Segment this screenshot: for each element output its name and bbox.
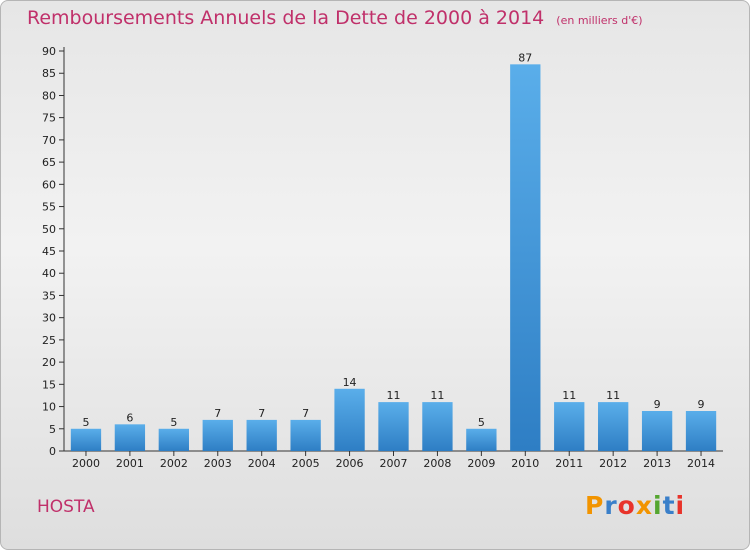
bar	[158, 428, 189, 451]
y-tick-label: 65	[42, 156, 56, 169]
y-tick-label: 70	[42, 134, 56, 147]
y-tick-label: 60	[42, 178, 56, 191]
bar	[334, 388, 365, 451]
y-tick-label: 45	[42, 245, 56, 258]
x-tick-label: 2005	[292, 457, 320, 470]
x-tick-label: 2008	[423, 457, 451, 470]
bar-value-label: 7	[214, 407, 221, 420]
logo-letter: t	[662, 491, 676, 520]
bar-value-label: 9	[654, 398, 661, 411]
y-tick-label: 40	[42, 267, 56, 280]
y-tick-label: 75	[42, 112, 56, 125]
x-tick-label: 2009	[467, 457, 495, 470]
x-tick-label: 2000	[72, 457, 100, 470]
y-tick-label: 55	[42, 201, 56, 214]
logo-letter: P	[585, 491, 605, 520]
bar-value-label: 11	[606, 389, 620, 402]
bar	[422, 402, 453, 451]
bar-value-label: 9	[698, 398, 705, 411]
y-tick-label: 35	[42, 289, 56, 302]
y-tick-label: 5	[49, 423, 56, 436]
logo-letter: i	[653, 491, 663, 520]
x-tick-label: 2002	[160, 457, 188, 470]
chart-title-text: Remboursements Annuels de la Dette de 20…	[27, 7, 545, 29]
bar-value-label: 7	[302, 407, 309, 420]
y-tick-label: 15	[42, 378, 56, 391]
bar	[246, 419, 277, 451]
bar	[378, 402, 409, 451]
logo-letter: i	[675, 491, 686, 520]
chart-title: Remboursements Annuels de la Dette de 20…	[27, 7, 643, 29]
bar	[598, 402, 629, 451]
y-tick-label: 10	[42, 401, 56, 414]
bar	[641, 411, 673, 451]
x-tick-label: 2011	[555, 457, 583, 470]
logo-letter: x	[635, 491, 653, 520]
y-tick-label: 50	[42, 223, 56, 236]
x-tick-label: 2012	[599, 457, 627, 470]
place-name: HOSTA	[37, 497, 95, 517]
bar-value-label: 11	[562, 389, 576, 402]
bar	[554, 402, 585, 451]
x-tick-label: 2006	[336, 457, 364, 470]
bar	[70, 428, 102, 451]
bar	[510, 64, 541, 452]
bar	[202, 419, 233, 451]
logo-letter: r	[604, 491, 618, 520]
bar	[290, 419, 321, 451]
bar-value-label: 87	[518, 51, 532, 64]
chart-unit-subtitle: (en milliers d'€)	[556, 14, 643, 27]
bar-value-label: 14	[343, 376, 357, 389]
bar-value-label: 5	[478, 416, 485, 429]
x-tick-label: 2001	[116, 457, 144, 470]
y-tick-label: 85	[42, 67, 56, 80]
bar-value-label: 11	[430, 389, 444, 402]
bar	[114, 424, 146, 451]
y-tick-label: 25	[42, 334, 56, 347]
y-tick-label: 0	[49, 445, 56, 458]
x-tick-label: 2014	[687, 457, 715, 470]
x-tick-label: 2013	[643, 457, 671, 470]
bar-value-label: 7	[258, 407, 265, 420]
bar-value-label: 11	[387, 389, 401, 402]
y-tick-label: 30	[42, 312, 56, 325]
proxiti-logo: Proxiti	[585, 491, 685, 520]
y-tick-label: 20	[42, 356, 56, 369]
x-tick-label: 2007	[380, 457, 408, 470]
x-tick-label: 2010	[511, 457, 539, 470]
bar-value-label: 5	[170, 416, 177, 429]
x-tick-label: 2003	[204, 457, 232, 470]
bar	[466, 428, 497, 451]
logo-letter: o	[617, 491, 636, 520]
x-tick-label: 2004	[248, 457, 276, 470]
y-tick-label: 80	[42, 89, 56, 102]
y-tick-label: 90	[42, 45, 56, 58]
bar-value-label: 6	[126, 411, 133, 424]
bar	[685, 411, 717, 451]
bar-value-label: 5	[82, 416, 89, 429]
